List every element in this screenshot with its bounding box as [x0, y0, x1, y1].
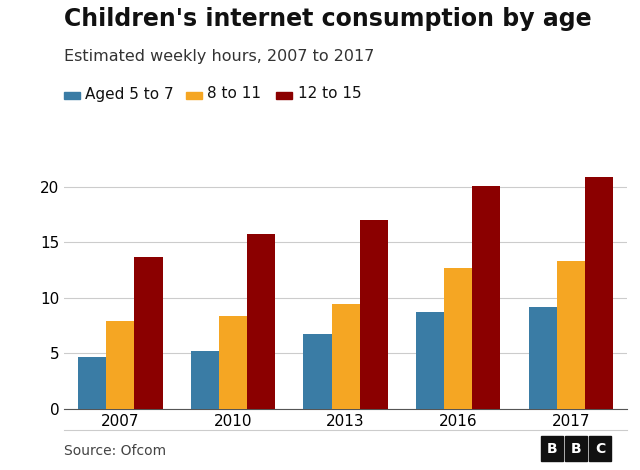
Bar — [557, 261, 585, 409]
Bar — [472, 186, 500, 409]
Text: 12 to 15: 12 to 15 — [298, 86, 361, 102]
Bar — [444, 268, 472, 409]
Text: B: B — [571, 442, 581, 456]
Bar — [332, 305, 360, 409]
Text: C: C — [595, 442, 605, 456]
Text: Source: Ofcom: Source: Ofcom — [64, 444, 166, 458]
Text: Aged 5 to 7: Aged 5 to 7 — [85, 86, 173, 102]
Bar — [78, 357, 106, 409]
Bar — [529, 307, 557, 409]
Bar — [191, 351, 219, 409]
Bar — [303, 335, 332, 409]
Text: B: B — [547, 442, 557, 456]
Bar — [416, 312, 444, 409]
Bar — [360, 220, 388, 409]
Bar — [585, 177, 613, 409]
Text: Estimated weekly hours, 2007 to 2017: Estimated weekly hours, 2007 to 2017 — [64, 49, 374, 64]
Text: Children's internet consumption by age: Children's internet consumption by age — [64, 7, 591, 31]
Bar — [219, 315, 247, 409]
Bar — [134, 257, 163, 409]
Bar — [106, 321, 134, 409]
Text: 8 to 11: 8 to 11 — [207, 86, 260, 102]
Bar — [247, 235, 275, 409]
